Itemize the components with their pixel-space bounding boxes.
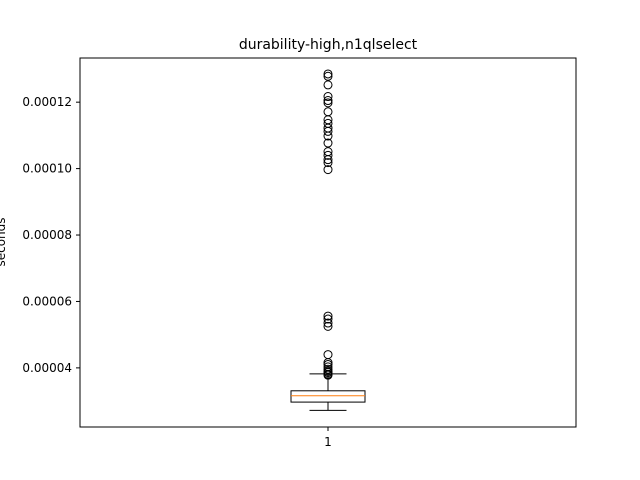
outlier-point [323, 311, 333, 321]
outlier-point [323, 314, 333, 324]
outlier-point [323, 165, 333, 175]
plot-area [290, 69, 366, 411]
y-tick-label: 0.00008 [22, 228, 72, 242]
y-tick-label: 0.00010 [22, 162, 72, 176]
y-axis-label: seconds [0, 217, 8, 266]
outlier-point [323, 92, 333, 102]
outlier-point [323, 107, 333, 117]
outlier-point [323, 321, 333, 331]
chart-title: durability-high,n1qlselect [239, 37, 418, 53]
outlier-point [323, 370, 333, 380]
outlier-point [323, 131, 333, 141]
outlier-point [323, 96, 333, 106]
outlier-point [323, 150, 333, 160]
outlier-point [323, 126, 333, 136]
outlier-point [323, 350, 333, 360]
outlier-point [323, 158, 333, 168]
outlier-point [323, 98, 333, 108]
outlier-point [323, 71, 333, 81]
outlier-point [323, 318, 333, 328]
iqr-box [290, 390, 366, 403]
y-tick-label: 0.00006 [22, 294, 72, 308]
y-tick-label: 0.00004 [22, 361, 72, 375]
outlier-point [323, 155, 333, 165]
x-tick-label: 1 [324, 435, 332, 449]
outlier-point [323, 80, 333, 90]
y-tick-label: 0.00012 [22, 95, 72, 109]
outlier-point [323, 69, 333, 79]
outlier-point [323, 138, 333, 148]
